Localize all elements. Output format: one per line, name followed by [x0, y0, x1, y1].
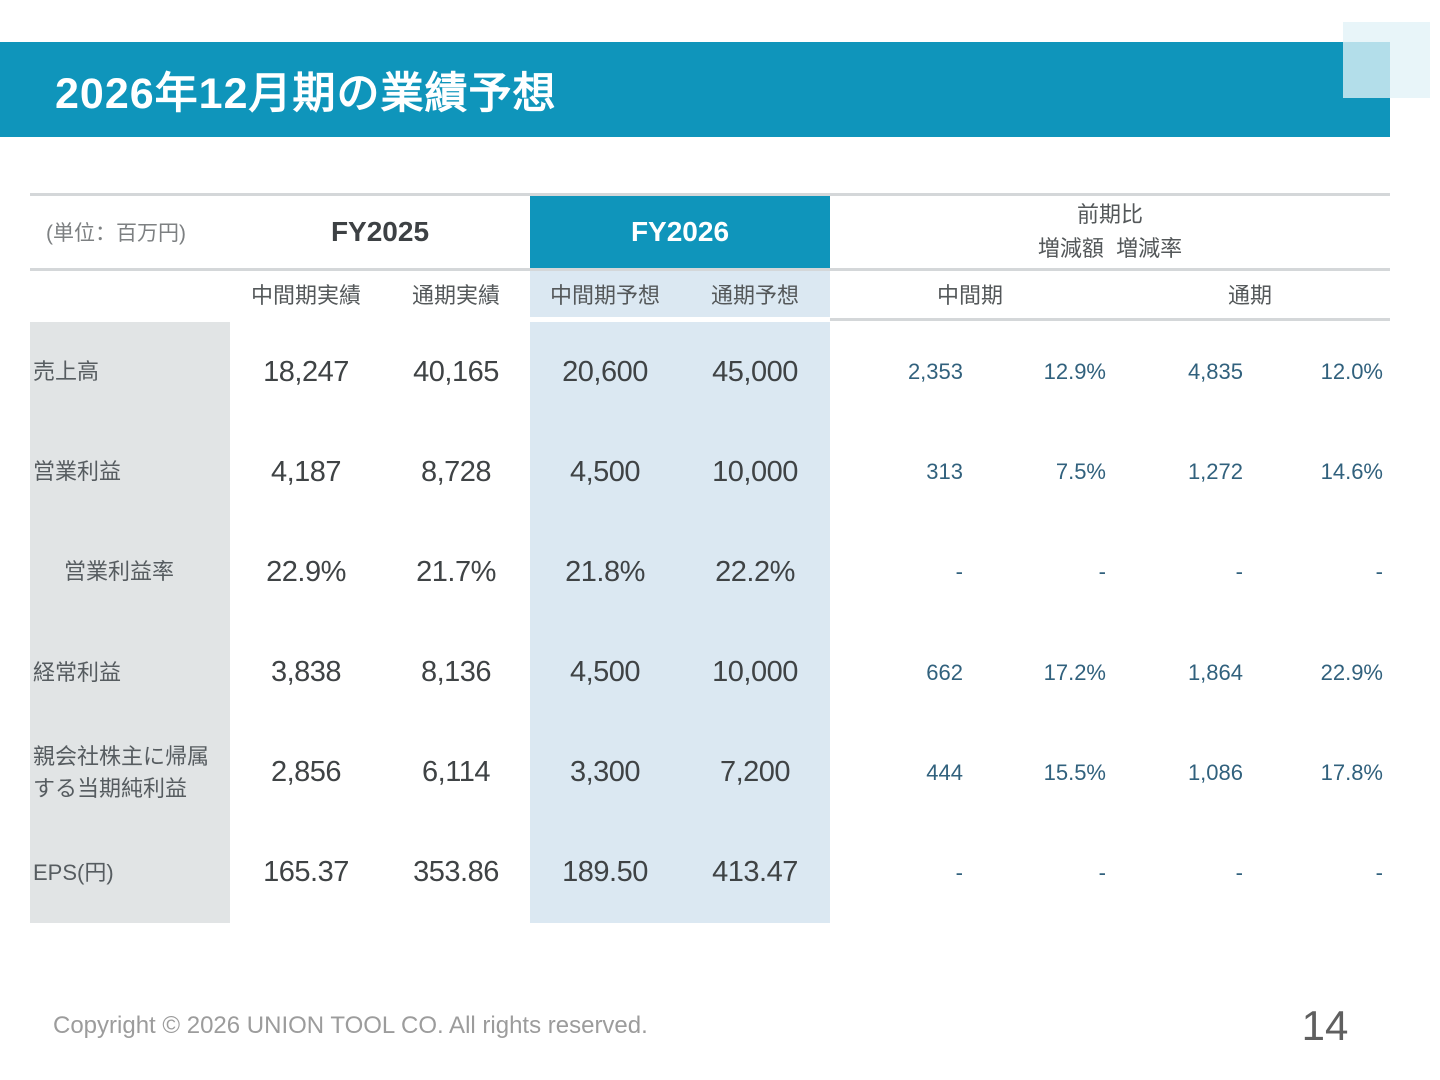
- column-header-fy2026-full: 通期予想: [710, 283, 799, 308]
- row-label: 営業利益: [33, 459, 122, 485]
- table-body: 売上高 18,247 40,165 20,600 45,000 2,353 12…: [30, 322, 1390, 923]
- cell-fy2026-full: 10,000: [712, 455, 798, 488]
- cell-yoy-h1-amount: 313: [926, 459, 963, 485]
- yoy-title: 前期比: [1076, 201, 1143, 227]
- cell-fy2026-h1: 21.8%: [565, 555, 645, 588]
- cell-fy2025-full: 8,728: [420, 455, 492, 488]
- cell-fy2026-h1: 4,500: [569, 455, 641, 488]
- row-label: 親会社株主に帰属する当期純利益: [33, 743, 210, 801]
- cell-yoy-full-rate: -: [1375, 859, 1383, 885]
- cell-yoy-h1-amount: -: [955, 559, 963, 585]
- page-number: 14: [1301, 1002, 1349, 1049]
- cell-fy2026-full: 45,000: [712, 355, 798, 388]
- cell-yoy-full-amount: -: [1235, 859, 1243, 885]
- cell-fy2025-h1: 4,187: [270, 455, 342, 488]
- cell-yoy-h1-amount: 444: [926, 759, 963, 785]
- cell-fy2026-h1: 189.50: [562, 856, 648, 889]
- cell-yoy-full-amount: -: [1235, 559, 1243, 585]
- cell-yoy-h1-rate: 12.9%: [1043, 359, 1106, 385]
- cell-yoy-full-amount: 4,835: [1187, 359, 1243, 385]
- row-label: 営業利益率: [64, 559, 175, 585]
- cell-yoy-full-rate: 12.0%: [1320, 359, 1383, 385]
- table-row: 親会社株主に帰属する当期純利益 2,856 6,114 3,300 7,200 …: [30, 723, 1390, 823]
- cell-yoy-h1-amount: 662: [926, 659, 963, 685]
- cell-fy2025-h1: 18,247: [263, 355, 349, 388]
- yoy-subtitle: 増減額 増減率: [1037, 236, 1183, 261]
- fy2026-subheader-bg: [530, 271, 830, 317]
- column-header-fy2026-h1: 中間期予想: [549, 283, 660, 308]
- page-title: 2026年12月期の業績予想: [55, 69, 557, 118]
- cell-yoy-h1-rate: 15.5%: [1043, 759, 1106, 785]
- cell-fy2025-h1: 3,838: [270, 656, 342, 689]
- cell-fy2025-full: 6,114: [422, 756, 490, 789]
- cell-fy2025-full: 353.86: [413, 856, 499, 889]
- cell-yoy-h1-rate: -: [1098, 859, 1106, 885]
- cell-fy2026-h1: 4,500: [569, 656, 641, 689]
- column-group-fy2025: FY2025: [330, 216, 430, 247]
- decorative-square: [1343, 22, 1430, 98]
- cell-yoy-full-rate: -: [1375, 559, 1383, 585]
- cell-fy2026-h1: 20,600: [562, 355, 648, 388]
- column-group-yoy: 前期比 増減額 増減率: [830, 192, 1390, 272]
- cell-fy2025-h1: 2,856: [270, 756, 342, 789]
- cell-fy2025-full: 21.7%: [416, 555, 496, 588]
- cell-fy2025-full: 40,165: [413, 355, 499, 388]
- copyright-notice: Copyright © 2026 UNION TOOL CO. All righ…: [53, 1012, 648, 1039]
- column-header-yoy-full: 通期: [1227, 283, 1272, 308]
- cell-fy2026-full: 413.47: [712, 856, 798, 889]
- cell-yoy-full-rate: 17.8%: [1320, 759, 1383, 785]
- cell-yoy-full-rate: 22.9%: [1320, 659, 1383, 685]
- cell-fy2026-full: 22.2%: [715, 555, 795, 588]
- table-row: 売上高 18,247 40,165 20,600 45,000 2,353 12…: [30, 322, 1390, 422]
- table-header-rule: [30, 268, 1390, 271]
- cell-yoy-full-rate: 14.6%: [1320, 459, 1383, 485]
- cell-yoy-h1-rate: 7.5%: [1055, 459, 1106, 485]
- column-header-fy2025-h1: 中間期実績: [250, 283, 361, 308]
- cell-fy2025-h1: 22.9%: [266, 555, 346, 588]
- unit-note: (単位：百万円): [46, 222, 186, 245]
- column-header-yoy-h1: 中間期: [936, 283, 1003, 308]
- table-top-rule: [30, 193, 1390, 196]
- row-label: EPS(円): [33, 860, 114, 885]
- row-label: 売上高: [33, 359, 100, 385]
- label-column-bg: [30, 322, 230, 923]
- cell-fy2025-full: 8,136: [420, 656, 492, 689]
- cell-fy2026-h1: 3,300: [569, 756, 641, 789]
- cell-yoy-full-amount: 1,272: [1187, 459, 1243, 485]
- cell-fy2026-full: 10,000: [712, 656, 798, 689]
- table-row: 営業利益 4,187 8,728 4,500 10,000 313 7.5% 1…: [30, 422, 1390, 522]
- yoy-subheader-rule: [830, 318, 1390, 321]
- cell-yoy-h1-amount: 2,353: [907, 359, 963, 385]
- cell-yoy-full-amount: 1,864: [1187, 659, 1243, 685]
- cell-yoy-h1-amount: -: [955, 859, 963, 885]
- cell-fy2026-full: 7,200: [719, 756, 791, 789]
- title-bar: 2026年12月期の業績予想: [0, 42, 1390, 137]
- table-row: 経常利益 3,838 8,136 4,500 10,000 662 17.2% …: [30, 623, 1390, 723]
- cell-yoy-h1-rate: -: [1098, 559, 1106, 585]
- table-row: 営業利益率 22.9% 21.7% 21.8% 22.2% - - - -: [30, 522, 1390, 622]
- column-group-fy2026: FY2026: [530, 196, 830, 268]
- column-header-fy2025-full: 通期実績: [411, 283, 500, 308]
- cell-yoy-full-amount: 1,086: [1187, 759, 1243, 785]
- table-row: EPS(円) 165.37 353.86 189.50 413.47 - - -…: [30, 823, 1390, 923]
- row-label: 経常利益: [33, 659, 122, 685]
- cell-yoy-h1-rate: 17.2%: [1043, 659, 1106, 685]
- cell-fy2025-h1: 165.37: [263, 856, 349, 889]
- fy2026-column-bg: [530, 322, 830, 923]
